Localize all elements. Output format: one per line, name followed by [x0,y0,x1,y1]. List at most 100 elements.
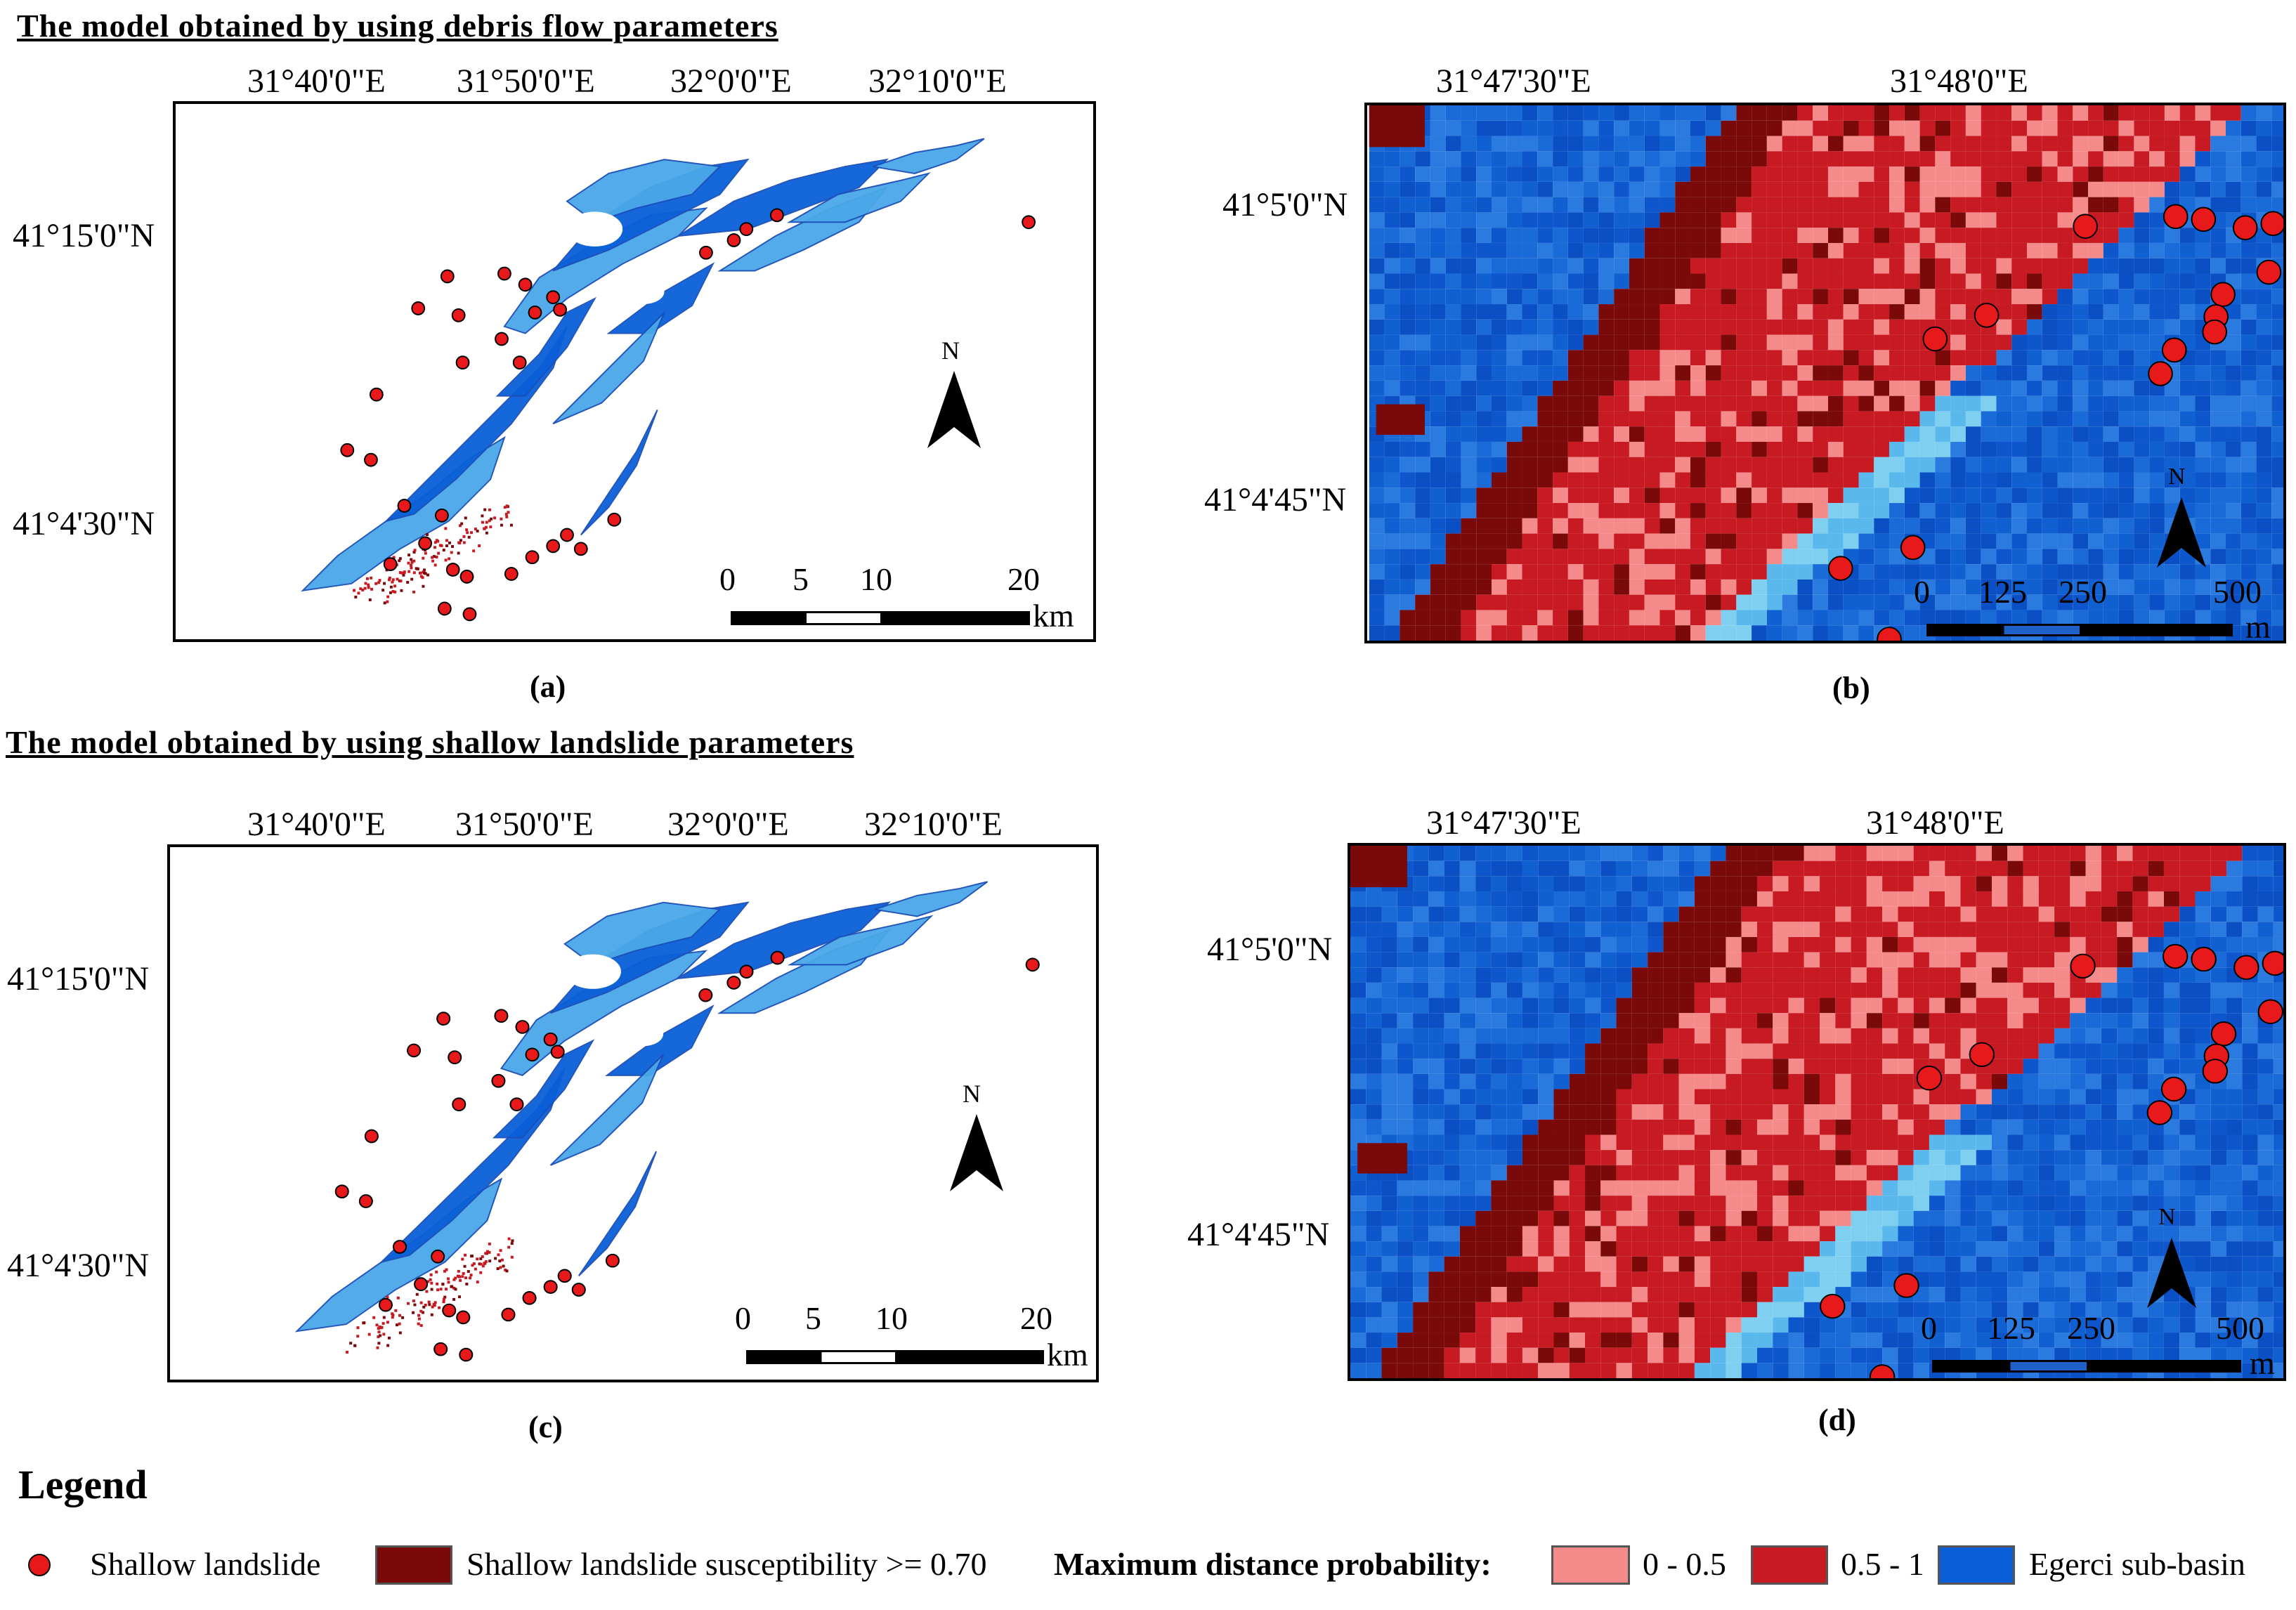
landslide-point [1022,215,1036,230]
landslide-point [2070,953,2096,979]
sub-basin-swatch [1938,1545,2015,1585]
landslide-point-icon [28,1554,51,1576]
overview-map-c: N 0 5 10 20 km [167,844,1099,1382]
landslide-point [525,550,540,565]
landslide-point [769,208,784,223]
landslide-point [546,539,561,554]
landslide-point [2233,955,2259,980]
scale-label: 0 [719,561,736,597]
scale-unit: km [1033,598,1074,634]
lat-label: 41°15'0"N [13,217,155,254]
landslide-point [456,1310,471,1325]
overview-map-svg [294,881,1040,1362]
prob-high-swatch [1751,1545,1828,1585]
landslide-point [557,1269,572,1283]
landslide-point [491,1073,506,1088]
landslide-point [699,245,713,260]
lon-label: 32°10'0"E [864,806,1003,843]
landslide-point [2161,337,2187,363]
scale-label: 500 [2213,574,2262,610]
landslide-point [445,563,460,577]
lat-label: 41°5'0"N [1222,186,1348,223]
landslide-point [518,277,533,292]
landslide-point [414,1277,429,1291]
landslide-point [509,1097,524,1112]
lon-label: 31°47'30"E [1426,804,1581,842]
landslide-point [2210,282,2236,307]
landslide-point [726,976,741,990]
scale-label: 500 [2216,1310,2264,1346]
landslide-point [573,542,588,556]
landslide-point [739,222,754,237]
landslide-point [364,452,378,467]
landslide-point [528,305,542,320]
landslide-point [448,1050,462,1065]
landslide-point [452,1097,467,1112]
landslide-point [2232,215,2258,240]
landslide-point [2073,214,2098,240]
landslide-point [407,1043,422,1058]
landslide-point [501,1307,516,1322]
legend-label-sub-basin: Egerci sub-basin [2029,1546,2245,1582]
landslide-point [494,1009,509,1023]
landslide-point [334,1184,349,1199]
landslide-point [436,1012,451,1026]
landslide-point [462,607,477,622]
landslide-point [397,499,412,513]
landslide-point [451,308,466,322]
scale-bar [731,611,1030,625]
scale-label: 0 [1921,1310,1937,1346]
landslide-point [392,1240,407,1254]
lat-label: 41°4'45"N [1204,481,1347,518]
landslide-points [1820,943,2283,1378]
landslide-point [543,1280,558,1294]
landslide-point [440,269,455,284]
lon-label: 31°48'0"E [1890,63,2028,100]
overview-map-svg [301,138,1036,622]
landslide-point [504,567,518,581]
north-arrow-icon [950,1114,1003,1191]
lon-label: 31°40'0"E [247,806,386,843]
landslide-point [1827,556,1853,581]
legend-label-prob-high: 0.5 - 1 [1841,1546,1924,1582]
landslide-point [340,443,355,457]
landslide-points [340,208,1036,622]
lon-label: 31°48'0"E [1866,804,2004,842]
scale-label: 250 [2067,1310,2115,1346]
overview-map-a: N 0 5 10 20 km [173,101,1096,642]
landslide-point [418,536,433,551]
landslide-point [2257,999,2283,1024]
landslide-point [495,332,509,346]
susceptibility-swatch [375,1545,452,1585]
detail-map-svg [1369,105,2283,641]
landslide-point [369,387,384,402]
landslide-point [2191,207,2217,233]
landslide-point [525,1047,540,1062]
scale-label: 5 [792,561,809,597]
landslide-point [2160,1076,2187,1102]
lon-label: 31°50'0"E [457,63,595,100]
landslide-point [739,964,754,979]
scale-label: 10 [875,1300,908,1336]
lon-label: 31°50'0"E [455,806,594,843]
detail-map-d: N 0 125 250 500 m [1348,843,2286,1381]
scale-bar [746,1350,1044,1364]
landslide-point [437,601,452,616]
landslide-point [560,528,574,542]
landslide-point [1877,627,1902,641]
landslide-point [2202,319,2227,345]
lon-label: 32°0'0"E [667,806,789,843]
landslide-point [1974,303,2000,328]
lat-label: 41°4'30"N [13,505,155,542]
scale-label: 250 [2059,574,2107,610]
landslide-point [383,557,398,572]
legend-title: Legend [18,1462,148,1507]
scale-bar [1926,624,2233,636]
landslide-point [2146,1100,2173,1125]
landslide-point [2202,1059,2229,1084]
north-arrow-icon [2147,1238,2196,1308]
lon-label: 32°10'0"E [868,63,1007,100]
landslide-point [512,355,527,370]
panel-label-c: (c) [528,1410,563,1444]
landslide-point [2210,1021,2237,1047]
